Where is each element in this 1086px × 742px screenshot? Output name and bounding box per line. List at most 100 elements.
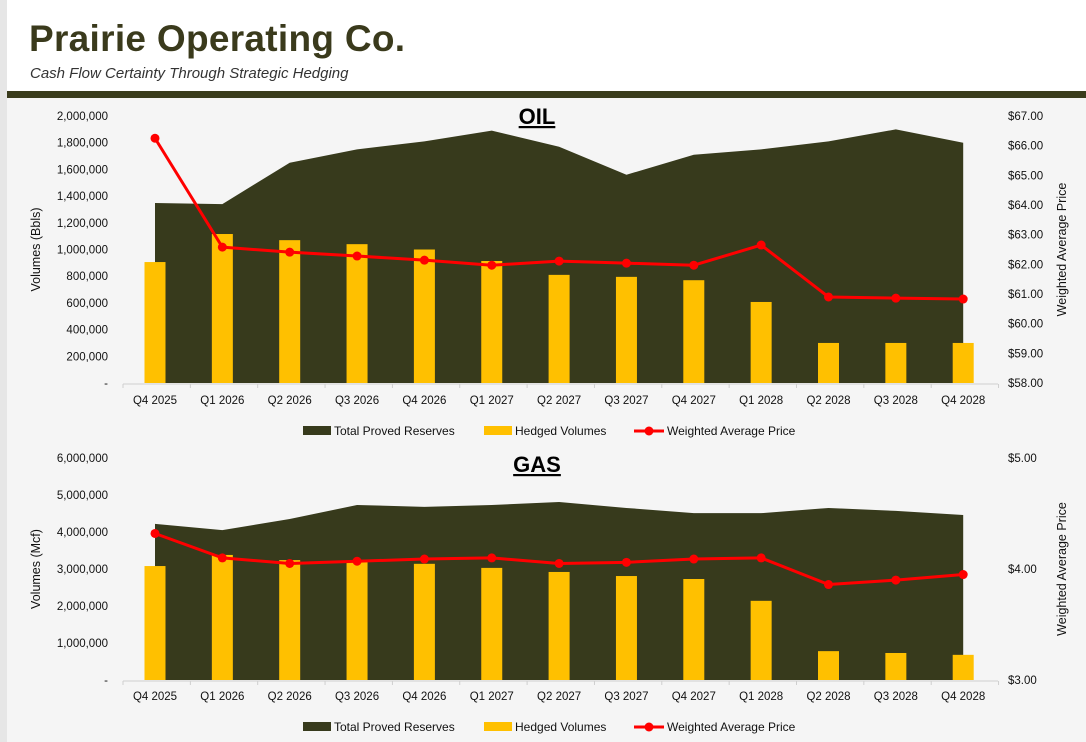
x-tick-label: Q1 2026 [200,395,244,407]
y2-tick-label: $63.00 [1008,230,1043,242]
slide-edge [0,0,7,742]
price-point [891,575,901,585]
chart-title: GAS [513,452,561,477]
hedged-bar [279,560,301,680]
y-tick-label: 6,000,000 [57,453,108,465]
hedged-bar [481,260,503,383]
hedged-bar [750,600,772,680]
price-point [487,553,497,563]
y-tick-label: - [104,378,108,390]
x-tick-label: Q4 2025 [133,691,177,703]
price-point [824,580,833,590]
x-tick-label: Q2 2027 [537,691,581,703]
price-point [554,558,564,568]
price-point [756,240,766,250]
page-title: Prairie Operating Co. [29,18,406,59]
hedged-bar [750,301,772,383]
y2-tick-label: $66.00 [1008,141,1043,153]
hedged-bar [615,276,637,383]
y2-tick-label: $64.00 [1008,200,1043,212]
y-tick-label: 2,000,000 [57,601,108,613]
x-tick-label: Q3 2026 [335,691,379,703]
price-point [554,256,564,266]
price-point [824,292,833,302]
legend-label: Hedged Volumes [515,720,606,734]
x-tick-label: Q2 2028 [806,395,850,407]
legend-label: Hedged Volumes [515,424,606,438]
x-tick-label: Q2 2027 [537,395,581,407]
price-point [689,260,699,270]
y-tick-label: 1,000,000 [57,245,108,257]
chart-title: OIL [519,104,556,129]
hedged-bar [481,567,503,680]
hedged-bar [211,234,233,383]
x-tick-label: Q1 2026 [200,691,244,703]
price-point [621,557,631,567]
x-tick-label: Q2 2026 [268,691,312,703]
legend-swatch-hedged [484,722,512,731]
y-tick-label: 1,800,000 [57,138,108,150]
price-point [150,133,160,143]
x-tick-label: Q2 2028 [806,691,850,703]
hedged-bar [346,244,368,383]
price-point [352,251,362,261]
hedged-bar [144,262,166,383]
x-tick-label: Q4 2027 [672,395,716,407]
price-point [150,528,160,538]
y-axis-label: Volumes (Bbls) [29,207,43,291]
x-tick-label: Q3 2028 [874,691,918,703]
legend-swatch-hedged [484,426,512,435]
hedged-bar [952,342,974,383]
hedged-bar [615,576,637,680]
x-tick-label: Q1 2027 [470,395,514,407]
legend-swatch-reserves [303,426,331,435]
y2-tick-label: $58.00 [1008,378,1043,390]
y2-axis-label: Weighted Average Price [1055,502,1069,636]
price-point [419,554,429,564]
hedged-bar [683,280,705,383]
price-point [756,553,766,563]
hedged-bar [818,651,839,680]
legend-label: Weighted Average Price [667,720,796,734]
hedged-bar [683,578,705,680]
y2-tick-label: $4.00 [1008,564,1037,576]
y2-tick-label: $3.00 [1008,675,1037,687]
legend-label: Total Proved Reserves [334,424,455,438]
y-tick-label: 1,200,000 [57,218,108,230]
y-tick-label: - [104,675,108,687]
y2-tick-label: $62.00 [1008,259,1043,271]
x-tick-label: Q3 2027 [604,395,648,407]
hedged-bar [346,561,368,680]
price-point [689,554,699,564]
y-tick-label: 3,000,000 [57,564,108,576]
page-subtitle: Cash Flow Certainty Through Strategic He… [30,65,349,82]
hedged-bar [413,249,435,383]
price-point [958,570,968,580]
legend-swatch-reserves [303,722,331,731]
price-point [285,558,295,568]
y-tick-label: 1,000,000 [57,638,108,650]
y-tick-label: 4,000,000 [57,527,108,539]
y-tick-label: 800,000 [66,271,108,283]
y-tick-label: 2,000,000 [57,111,108,123]
x-tick-label: Q4 2026 [402,691,446,703]
price-point [352,556,362,566]
y-tick-label: 1,400,000 [57,191,108,203]
x-tick-label: Q1 2028 [739,395,783,407]
y2-tick-label: $5.00 [1008,453,1037,465]
y-tick-label: 200,000 [66,351,108,363]
legend-label: Weighted Average Price [667,424,796,438]
x-tick-label: Q4 2028 [941,395,985,407]
x-tick-label: Q1 2028 [739,691,783,703]
hedged-bar [548,274,570,383]
y-tick-label: 5,000,000 [57,490,108,502]
price-point [621,258,631,268]
slide-header: Prairie Operating Co. Cash Flow Certaint… [7,0,1086,92]
y-tick-label: 1,600,000 [57,164,108,176]
hedged-bar [818,342,839,383]
price-point [217,553,227,563]
header-divider [7,91,1086,98]
legend-marker-price [644,426,654,436]
x-tick-label: Q1 2027 [470,691,514,703]
